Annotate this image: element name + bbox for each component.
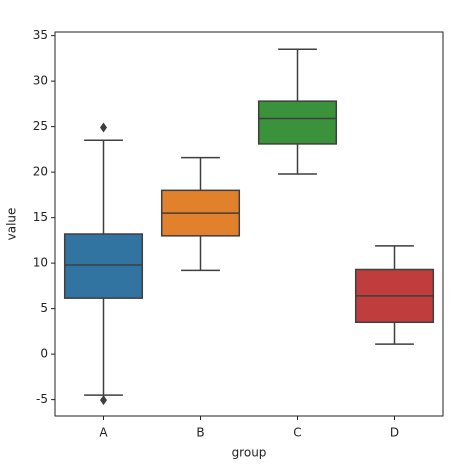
y-tick-label: 35 [33, 28, 48, 42]
y-tick-label: 20 [33, 165, 48, 179]
x-tick-label: D [390, 426, 399, 440]
y-tick-label: 10 [33, 256, 48, 270]
box [257, 100, 338, 145]
y-tick-label: -5 [36, 392, 48, 406]
y-tick-label: 15 [33, 210, 48, 224]
box [63, 233, 144, 299]
y-axis-label: value [5, 208, 19, 241]
x-axis-label: group [232, 446, 267, 460]
outlier [100, 122, 107, 133]
plot-frame [54, 31, 444, 417]
y-tick-label: 5 [40, 301, 48, 315]
x-tick-label: B [196, 426, 204, 440]
x-tick-label: C [293, 426, 301, 440]
x-tick-label: A [99, 426, 108, 440]
y-tick-label: 0 [40, 347, 48, 361]
outlier [100, 395, 107, 406]
y-tick-label: 25 [33, 119, 48, 133]
y-tick-label: 30 [33, 74, 48, 88]
